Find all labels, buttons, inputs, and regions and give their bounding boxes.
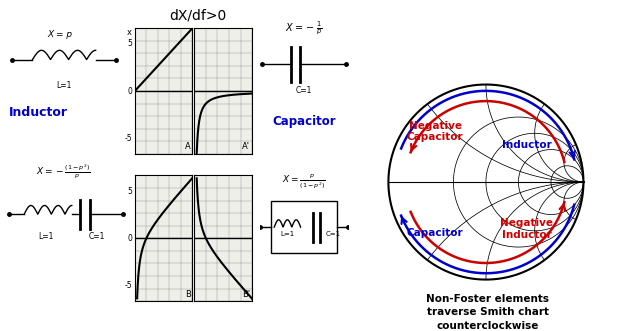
Text: -5: -5 [124,281,132,290]
Text: Non-Foster elements
traverse Smith chart
counterclockwise: Non-Foster elements traverse Smith chart… [426,294,549,331]
Text: B': B' [242,290,250,299]
Text: x: x [127,28,132,37]
Text: dX/df>0: dX/df>0 [169,8,226,22]
Text: Inductor: Inductor [502,140,552,150]
Text: Capacitor: Capacitor [272,115,336,128]
Text: X = p: X = p [47,30,73,39]
Text: Negative
Inductor: Negative Inductor [500,218,554,240]
Text: B: B [185,290,191,299]
Text: A: A [185,142,191,151]
Text: -5: -5 [124,134,132,143]
Text: L=1: L=1 [56,81,71,90]
Text: C=1: C=1 [296,86,312,95]
Text: A': A' [242,142,250,151]
Text: Inductor: Inductor [9,106,68,119]
Text: 0: 0 [127,86,132,96]
Text: 5: 5 [127,187,132,196]
Text: 0: 0 [127,234,132,243]
Text: L=1: L=1 [38,232,53,241]
Bar [271,201,337,253]
Text: Negative
Capacitor: Negative Capacitor [407,120,463,142]
Text: L=1: L=1 [280,231,295,237]
Text: $X = -\frac{(1-p^2)}{p}$: $X = -\frac{(1-p^2)}{p}$ [36,163,91,181]
Text: $X = -\frac{1}{p}$: $X = -\frac{1}{p}$ [285,19,323,36]
Text: C=1: C=1 [326,231,341,237]
Text: Capacitor: Capacitor [407,228,463,238]
Text: C=1: C=1 [88,232,105,241]
Text: 5: 5 [127,39,132,48]
Text: $X = \frac{p}{(1-p^2)}$: $X = \frac{p}{(1-p^2)}$ [282,173,326,191]
